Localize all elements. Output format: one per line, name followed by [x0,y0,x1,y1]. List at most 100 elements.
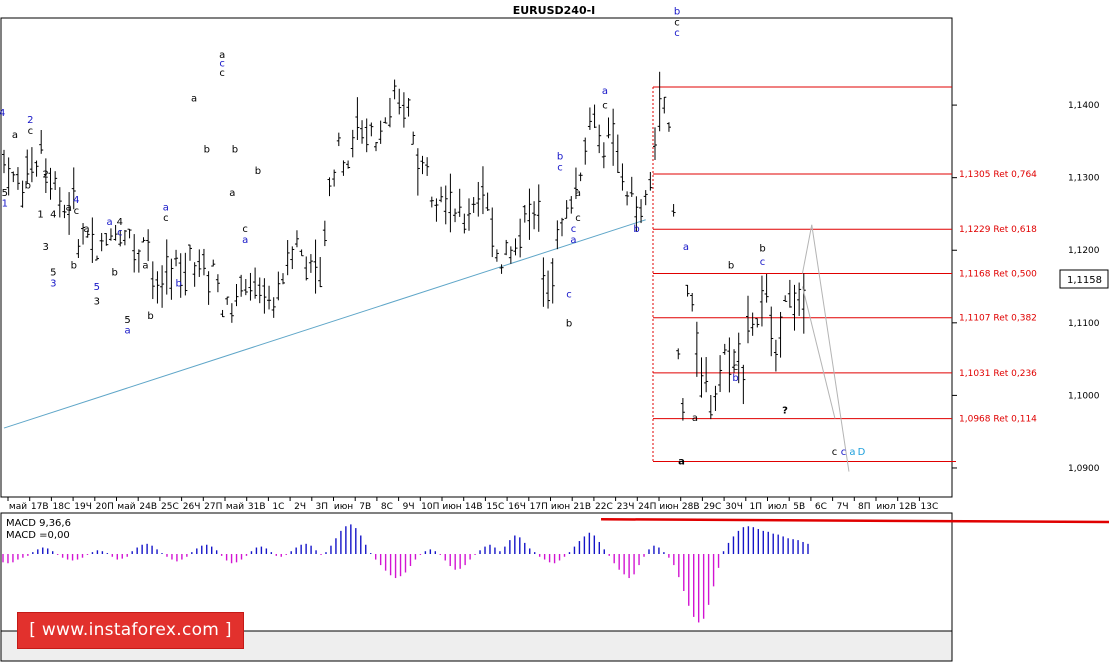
wave-label: b [732,373,738,384]
price-bar [229,303,234,323]
macd-label-value: MACD =0,00 [6,530,70,541]
x-tick-label: июн [659,502,678,512]
price-bar [197,249,202,277]
price-bar [583,137,588,165]
wave-label: b [25,181,31,192]
price-bar [778,311,783,358]
price-bar [541,257,546,307]
wave-label: b [728,260,734,271]
price-bar [634,196,639,232]
wave-label: b [204,144,210,155]
price-bar [81,223,86,245]
y-tick-label: 1,1100 [1068,319,1100,329]
wave-label: b [71,260,77,271]
wave-label: c [575,213,581,224]
price-bar [718,355,723,393]
price-bar [239,274,244,297]
macd-histogram [2,524,809,623]
projection-line [801,224,813,274]
price-bar [294,230,299,248]
fib-level-label: 1,0968 Ret 0,114 [959,415,1037,425]
x-tick-label: 20П [96,502,114,512]
price-bar [532,201,537,230]
price-bar [285,240,290,276]
wave-label: c [832,447,838,458]
wave-label: a [242,235,248,246]
price-bar [225,296,230,305]
x-tick-label: май [9,502,27,512]
wave-label: b [175,279,181,290]
x-tick-label: 7Ч [837,502,849,512]
price-bar [676,348,681,360]
time-axis: май 17В 18С 19Ч 20П май 24В 25С 26Ч 27П май 31В 1С 2Ч… [7,497,938,512]
projection-lines [801,224,850,472]
wave-label: a [107,217,113,228]
x-tick-label: май [226,502,244,512]
price-bar [387,97,392,128]
wave-label: b [674,6,680,17]
price-bar [499,264,504,274]
x-tick-label: 14В [465,502,483,512]
x-tick-label: 24В [139,502,157,512]
fib-level-label: 1,1229 Ret 0,618 [959,225,1037,235]
wave-label: a [12,130,18,141]
wave-label: 1 [37,210,43,221]
price-bar [397,88,402,115]
wave-label: a [602,86,608,97]
x-tick-label: 26Ч [183,502,201,512]
price-bar [141,237,146,243]
price-bar [518,218,523,258]
x-tick-label: 2Ч [294,502,306,512]
price-bar [773,339,778,372]
trendline-layer [3,219,646,429]
price-bar [504,239,509,256]
price-bar [736,332,741,384]
x-tick-label: 5В [793,502,805,512]
price-bar [615,134,620,173]
price-bar [318,257,323,288]
price-bar [136,249,141,273]
price-bar [234,283,239,307]
price-bar [85,230,90,238]
price-bar [290,246,295,270]
price-bar [155,271,160,304]
price-bar [146,229,151,262]
wave-label: 3 [50,279,56,290]
price-bar [797,282,802,316]
price-bar [378,120,383,144]
watermark-banner[interactable]: [ www.instaforex.com ] [17,612,244,649]
wave-label: 2 [42,170,48,181]
wave-label: b [759,244,765,255]
price-bar [332,169,337,187]
wave-label: a [678,456,685,467]
price-bar [415,148,420,196]
price-pane [0,17,953,498]
price-bar [104,233,109,246]
price-bar [62,204,67,219]
wave-label: 5 [2,188,8,199]
wave-label: c [566,289,572,300]
price-bar [164,239,169,295]
wave-label: 5 [94,282,100,293]
price-bar [211,259,216,267]
price-axis: 1,1400 1,1300 1,1200 1,1100 1,1000 1,0900 [952,101,1100,474]
price-bar [327,177,332,197]
wave-label: a [66,202,72,213]
price-bar [750,312,755,336]
price-bar [587,107,592,130]
price-bar [732,349,737,373]
wave-label: c [219,59,225,70]
wave-label: D [858,447,866,458]
price-bar [308,254,313,273]
x-tick-label: июн [442,502,461,512]
x-tick-label: 27П [204,502,222,512]
wave-label: c [117,228,123,239]
x-tick-label: июн [551,502,570,512]
y-tick-label: 1,1200 [1068,246,1100,256]
price-bar [680,398,685,421]
x-tick-label: июл [876,502,895,512]
wave-label: c [557,162,563,173]
x-tick-label: июн [334,502,353,512]
price-bar [360,120,365,144]
support-trendline [3,219,646,429]
